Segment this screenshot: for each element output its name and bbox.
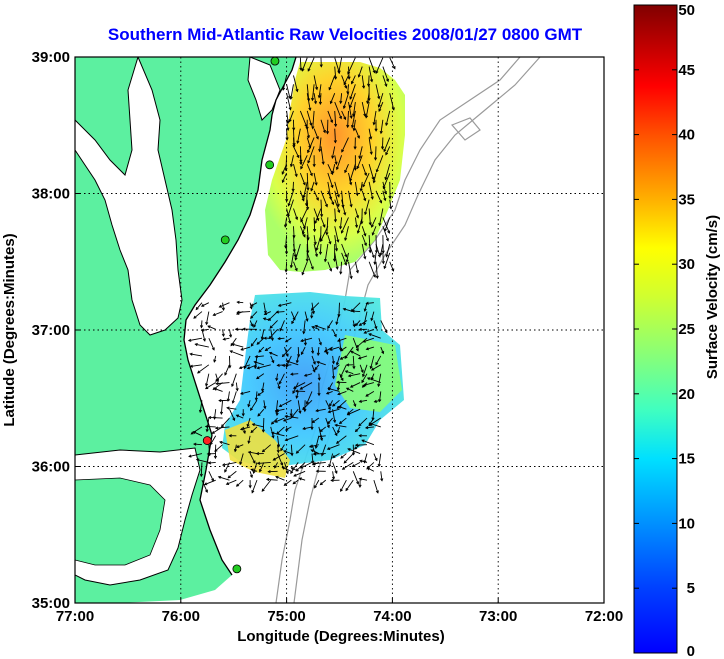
colorbar-tick-label: 40 <box>678 127 695 144</box>
colorbar-tick-label: 30 <box>678 256 695 273</box>
colorbar-ticks: 0 5 10 15 20 25 30 35 40 45 50 <box>634 2 695 659</box>
colorbar-label: Surface Velocity (cm/s) <box>704 215 721 379</box>
coastline <box>183 57 297 576</box>
y-tick-label: 39:00 <box>32 49 70 66</box>
chart-title: Southern Mid-Atlantic Raw Velocities 200… <box>108 25 583 44</box>
velocity-field-south <box>222 292 404 470</box>
x-tick-label: 72:00 <box>585 608 623 625</box>
x-tick-label: 74:00 <box>373 608 411 625</box>
colorbar-tick-label: 0 <box>687 643 695 659</box>
station-marker-active <box>220 235 230 245</box>
y-tick-label: 38:00 <box>32 186 70 203</box>
colorbar <box>633 4 678 654</box>
x-axis-ticks: 77:00 76:00 75:00 74:00 73:00 72:00 <box>56 598 623 625</box>
x-tick-label: 73:00 <box>479 608 517 625</box>
station-marker-active <box>265 160 275 170</box>
station-markers <box>202 56 280 574</box>
grid-lines <box>75 57 604 603</box>
colorbar-tick-label: 45 <box>678 62 695 79</box>
y-tick-label: 35:00 <box>32 595 70 612</box>
colorbar-tick-label: 25 <box>678 321 695 338</box>
colorbar-tick-label: 15 <box>678 451 695 468</box>
colorbar-tick-label: 20 <box>678 386 695 403</box>
delaware-bay <box>247 57 281 121</box>
y-tick-label: 36:00 <box>32 459 70 476</box>
station-marker-active <box>232 564 242 574</box>
chesapeake-bay <box>75 57 183 336</box>
y-tick-label: 37:00 <box>32 322 70 339</box>
y-axis-label: Latitude (Degrees:Minutes) <box>1 233 18 426</box>
colorbar-tick-label: 5 <box>687 580 695 597</box>
x-axis-label: Longitude (Degrees:Minutes) <box>237 628 445 645</box>
x-tick-label: 75:00 <box>267 608 305 625</box>
station-marker-inactive <box>202 436 212 445</box>
velocity-field-southeast-green <box>335 335 402 412</box>
station-marker-active <box>270 56 280 66</box>
velocity-vectors <box>187 57 396 494</box>
mainland-peninsula <box>75 477 166 566</box>
y-axis-ticks: 35:00 36:00 37:00 38:00 39:00 <box>32 49 80 612</box>
colorbar-tick-label: 10 <box>678 515 695 532</box>
colorbar-tick-label: 35 <box>678 191 695 208</box>
colorbar-tick-label: 50 <box>678 2 695 19</box>
x-tick-label: 77:00 <box>56 608 94 625</box>
x-tick-label: 76:00 <box>162 608 200 625</box>
